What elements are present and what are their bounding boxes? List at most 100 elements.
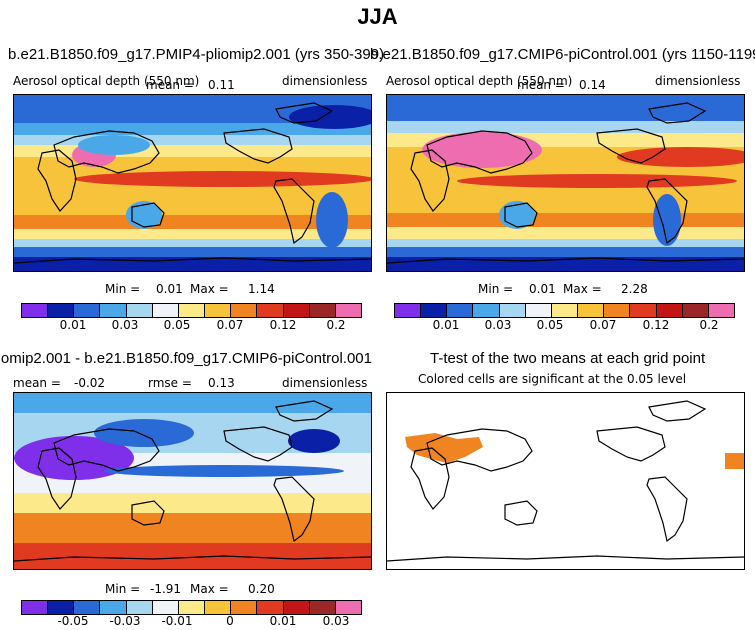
panel2-variable: Aerosol optical depth (550 nm) bbox=[386, 74, 573, 88]
panel3-colorbar-tick: 0.03 bbox=[322, 614, 350, 628]
panel1-map bbox=[13, 94, 372, 272]
panel3-colorbar-tick: -0.05 bbox=[57, 614, 89, 628]
panel2-colorbar-swatch bbox=[421, 304, 448, 317]
panel1-max-value: 1.14 bbox=[248, 282, 275, 296]
panel3-colorbar-swatch bbox=[335, 601, 362, 614]
panel1-min-value: 0.01 bbox=[156, 282, 183, 296]
panel1-min-label: Min = bbox=[105, 282, 141, 296]
panel3-min-value: -1.91 bbox=[150, 582, 182, 596]
panel3-colorbar-swatch bbox=[48, 601, 75, 614]
panel4-map-svg bbox=[387, 393, 744, 569]
panel1-field-midlat bbox=[14, 145, 371, 157]
panel4-coastlines bbox=[387, 400, 744, 562]
panel2-colorbar-tick: 0.12 bbox=[642, 318, 670, 332]
panel2-field-south-light bbox=[387, 239, 744, 247]
panel2-field-south-band bbox=[387, 213, 744, 227]
panel2-field-south-america-low bbox=[653, 194, 681, 246]
panel2-field-arctic bbox=[387, 95, 744, 121]
panel2-min-value: 0.01 bbox=[529, 282, 556, 296]
panel3-colorbar-swatch bbox=[152, 601, 179, 614]
panel2-max-value: 2.28 bbox=[621, 282, 648, 296]
panel2-field-asia-maximum bbox=[617, 147, 744, 167]
panel2-colorbar-tick: 0.01 bbox=[432, 318, 460, 332]
panel1-map-svg bbox=[14, 95, 371, 271]
panel1-colorbar-swatch bbox=[231, 304, 258, 317]
panel3-max-value: 0.20 bbox=[248, 582, 275, 596]
panel2-map-svg bbox=[387, 95, 744, 271]
panel3-field-america-decrease bbox=[288, 429, 340, 453]
panel3-colorbar-swatch bbox=[205, 601, 232, 614]
panel1-colorbar-tick: 0.03 bbox=[111, 318, 139, 332]
panel2-colorbar bbox=[394, 303, 735, 318]
panel1-max-label: Max = bbox=[190, 282, 229, 296]
panel1-case-title: b.e21.B1850.f09_g17.PMIP4-pliomip2.001 (… bbox=[8, 46, 385, 63]
panel2-field-south-yellow bbox=[387, 227, 744, 239]
panel3-rmse-value: 0.13 bbox=[208, 376, 235, 390]
panel2-colorbar-swatch bbox=[656, 304, 683, 317]
panel2-colorbar-swatch bbox=[604, 304, 631, 317]
panel1-mean-label: mean = bbox=[146, 78, 194, 92]
panel3-colorbar-tick: -0.03 bbox=[109, 614, 141, 628]
panel4-note: Colored cells are significant at the 0.0… bbox=[418, 372, 687, 386]
panel1-field-south-band bbox=[14, 215, 371, 229]
panel1-colorbar-swatch bbox=[22, 304, 49, 317]
panel2-colorbar-swatch bbox=[525, 304, 552, 317]
panel1-units: dimensionless bbox=[282, 74, 368, 88]
panel2-colorbar-swatch bbox=[447, 304, 474, 317]
panel3-colorbar-swatch bbox=[74, 601, 101, 614]
panel2-max-label: Max = bbox=[563, 282, 602, 296]
panel1-colorbar-swatch bbox=[309, 304, 336, 317]
panel2-mean-value: 0.14 bbox=[579, 78, 606, 92]
panel2-colorbar-swatch bbox=[473, 304, 500, 317]
panel1-colorbar-tick: 0.01 bbox=[59, 318, 87, 332]
panel3-max-label: Max = bbox=[190, 582, 229, 596]
panel3-coastlines bbox=[14, 400, 371, 562]
panel2-colorbar-swatch bbox=[682, 304, 709, 317]
panel2-coastlines bbox=[387, 102, 744, 264]
panel2-colorbar-swatch bbox=[499, 304, 526, 317]
panel3-colorbar-tick: -0.01 bbox=[161, 614, 193, 628]
panel3-mean-value: -0.02 bbox=[74, 376, 106, 390]
panel3-colorbar-swatch bbox=[309, 601, 336, 614]
panel1-field-south-america-low bbox=[316, 192, 348, 248]
panel1-field-north-light bbox=[14, 135, 371, 145]
panel4-title: T-test of the two means at each grid poi… bbox=[430, 350, 706, 367]
panel3-field-south-yellow bbox=[14, 493, 371, 513]
panel3-field-dust-decrease bbox=[14, 436, 134, 480]
panel2-map bbox=[386, 94, 745, 272]
panel4-map bbox=[386, 392, 745, 570]
panel3-colorbar-swatch bbox=[231, 601, 258, 614]
panel3-colorbar-swatch bbox=[178, 601, 206, 614]
panel1-field-asia-low bbox=[78, 135, 150, 155]
panel3-colorbar-swatch bbox=[257, 601, 284, 614]
panel2-field-tropical-maximum bbox=[457, 174, 737, 188]
panel2-colorbar-swatch bbox=[630, 304, 657, 317]
panel3-colorbar-swatch bbox=[126, 601, 153, 614]
panel1-colorbar bbox=[21, 303, 362, 318]
panel3-colorbar bbox=[21, 600, 362, 615]
panel3-colorbar-swatch bbox=[100, 601, 127, 614]
panel1-colorbar-swatch bbox=[205, 304, 232, 317]
panel3-colorbar-swatch bbox=[22, 601, 49, 614]
panel2-colorbar-swatch bbox=[551, 304, 579, 317]
panel1-colorbar-swatch bbox=[48, 304, 75, 317]
panel1-colorbar-swatch bbox=[152, 304, 179, 317]
panel3-field-arctic bbox=[14, 393, 371, 413]
panel4-significant-cells bbox=[405, 433, 483, 463]
panel2-colorbar-tick: 0.05 bbox=[536, 318, 564, 332]
panel3-case-title-text: b.e21.B1850.f09_g17.PMIP4-pliomip2.001 -… bbox=[0, 350, 372, 367]
panel1-colorbar-swatch bbox=[257, 304, 284, 317]
panel3-colorbar-tick: 0 bbox=[226, 614, 234, 628]
panel4-field-base bbox=[387, 393, 744, 569]
panel2-units: dimensionless bbox=[655, 74, 741, 88]
panel1-colorbar-swatch bbox=[126, 304, 153, 317]
panel3-case-title: b.e21.B1850.f09_g17.PMIP4-pliomip2.001 -… bbox=[0, 350, 372, 367]
panel1-field-arctic-low bbox=[289, 105, 371, 129]
panel1-field-south-yellow bbox=[14, 229, 371, 239]
panel2-field-southern-ocean bbox=[387, 247, 744, 257]
panel3-mean-label: mean = bbox=[13, 376, 61, 390]
panel1-colorbar-tick: 0.07 bbox=[216, 318, 244, 332]
panel1-variable: Aerosol optical depth (550 nm) bbox=[13, 74, 200, 88]
panel1-colorbar-swatch bbox=[335, 304, 362, 317]
panel2-field-north-light bbox=[387, 121, 744, 133]
